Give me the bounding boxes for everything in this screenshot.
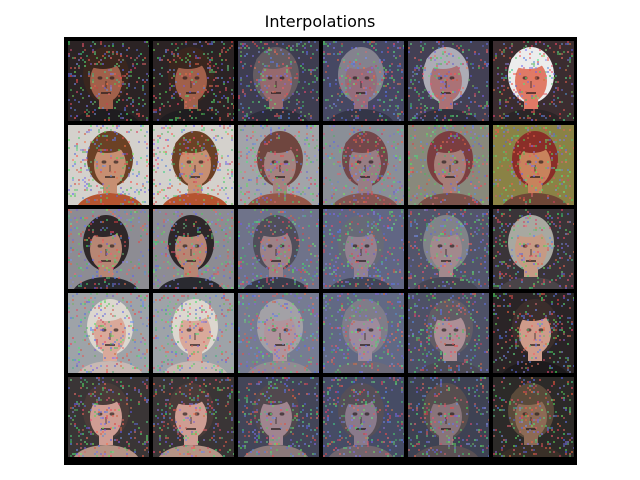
face-image-tile (238, 377, 319, 457)
face-image-tile (323, 209, 404, 289)
face-image-tile (408, 125, 489, 205)
face-image-tile (238, 209, 319, 289)
face-image (153, 41, 234, 121)
face-image (323, 125, 404, 205)
face-image-tile (153, 377, 234, 457)
face-image-tile (408, 293, 489, 373)
face-image-tile (323, 41, 404, 121)
face-image (153, 377, 234, 457)
face-image (238, 209, 319, 289)
face-image (408, 209, 489, 289)
face-image (68, 377, 149, 457)
face-image (323, 41, 404, 121)
face-image-tile (238, 125, 319, 205)
face-image-tile (68, 209, 149, 289)
face-image (408, 377, 489, 457)
face-image (323, 293, 404, 373)
face-image-tile (323, 125, 404, 205)
face-image (323, 209, 404, 289)
face-image-tile (408, 377, 489, 457)
face-image-tile (68, 293, 149, 373)
face-image (68, 293, 149, 373)
face-image-tile (68, 125, 149, 205)
face-image (153, 293, 234, 373)
face-image-tile (323, 293, 404, 373)
face-image-tile (493, 377, 574, 457)
face-image (238, 293, 319, 373)
face-image (153, 209, 234, 289)
face-image (408, 41, 489, 121)
face-image-tile (323, 377, 404, 457)
figure-title: Interpolations (264, 12, 376, 31)
face-image-tile (493, 209, 574, 289)
face-image (493, 125, 574, 205)
face-image (68, 209, 149, 289)
face-image (153, 125, 234, 205)
face-image-tile (68, 377, 149, 457)
face-image (493, 209, 574, 289)
face-image-tile (493, 293, 574, 373)
face-image-tile (493, 125, 574, 205)
face-image (68, 41, 149, 121)
face-image (493, 293, 574, 373)
face-image-tile (493, 41, 574, 121)
face-image (238, 377, 319, 457)
face-image-tile (153, 209, 234, 289)
face-image (493, 377, 574, 457)
face-image (68, 125, 149, 205)
face-image-tile (238, 293, 319, 373)
interpolation-grid (64, 37, 577, 465)
face-image-tile (68, 41, 149, 121)
face-image (493, 41, 574, 121)
face-image (408, 293, 489, 373)
face-image-tile (153, 41, 234, 121)
face-image (238, 41, 319, 121)
face-image (238, 125, 319, 205)
face-image-tile (153, 125, 234, 205)
face-image-tile (153, 293, 234, 373)
face-image (408, 125, 489, 205)
face-image-tile (408, 209, 489, 289)
face-image (323, 377, 404, 457)
face-image-tile (408, 41, 489, 121)
face-image-tile (238, 41, 319, 121)
